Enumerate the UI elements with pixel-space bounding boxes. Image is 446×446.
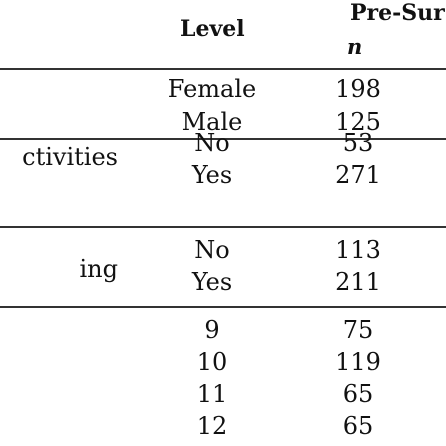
table-row-level: 10 [196, 348, 228, 376]
group-rule-1 [0, 138, 446, 140]
table-row-level: 12 [196, 412, 228, 440]
table-row-n: 211 [335, 268, 381, 296]
table-row-level: Female [167, 75, 257, 103]
table-row-n: 113 [335, 236, 381, 264]
variable-label-ing: ing [79, 255, 119, 283]
table-row-level: No [194, 129, 230, 157]
table-row-level: Yes [191, 161, 233, 189]
column-header-pre-survey: Pre-Sur [350, 0, 445, 26]
table-row-n: 53 [342, 129, 374, 157]
table-row-n: 125 [335, 108, 381, 136]
header-rule [0, 68, 446, 70]
column-header-level: Level [180, 16, 245, 42]
table-row-n: 75 [342, 316, 374, 344]
table-row-level: Yes [191, 268, 233, 296]
table-row-n: 119 [335, 348, 381, 376]
column-header-n: n [347, 34, 363, 59]
group-rule-3 [0, 306, 446, 308]
table-row-level: Male [181, 108, 243, 136]
table-row-n: 65 [342, 380, 374, 408]
table-row-level: 9 [204, 316, 220, 344]
table-row-level: 11 [196, 380, 228, 408]
table-row-n: 65 [342, 412, 374, 440]
variable-label-activities: ctivities [22, 143, 118, 171]
table-row-level: No [194, 236, 230, 264]
group-rule-2 [0, 226, 446, 228]
table-row-n: 198 [335, 75, 381, 103]
table-row-n: 271 [335, 161, 381, 189]
